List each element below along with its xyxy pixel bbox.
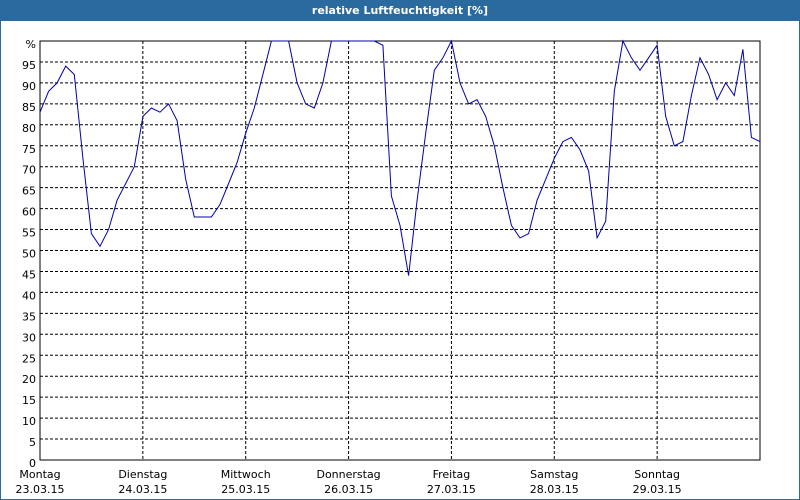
y-tick-label: 30 — [22, 331, 36, 344]
x-tick-label: Dienstag — [118, 468, 167, 481]
x-tick-label: Donnerstag — [316, 468, 380, 481]
y-tick-label: 0 — [29, 457, 36, 470]
y-tick-label: 10 — [22, 415, 36, 428]
x-tick-date: 27.03.15 — [427, 483, 476, 496]
x-tick-date: 24.03.15 — [118, 483, 167, 496]
y-tick-label: % — [26, 38, 36, 51]
y-tick-label: 95 — [22, 59, 36, 72]
x-tick-date: 26.03.15 — [324, 483, 373, 496]
y-tick-label: 35 — [22, 310, 36, 323]
chart-title: relative Luftfeuchtigkeit [%] — [312, 4, 488, 17]
y-tick-label: 20 — [22, 373, 36, 386]
y-tick-label: 90 — [22, 80, 36, 93]
plot-border — [39, 40, 761, 461]
y-tick-label: 45 — [22, 268, 36, 281]
y-tick-label: 70 — [22, 164, 36, 177]
y-tick-label: 60 — [22, 206, 36, 219]
title-bar — [0, 0, 800, 21]
y-tick-label: 55 — [22, 227, 36, 240]
x-tick-date: 23.03.15 — [16, 483, 65, 496]
x-tick-date: 28.03.15 — [530, 483, 579, 496]
y-tick-label: 65 — [22, 185, 36, 198]
x-tick-label: Montag — [19, 468, 60, 481]
y-tick-label: 40 — [22, 289, 36, 302]
y-tick-label: 75 — [22, 143, 36, 156]
x-tick-label: Mittwoch — [221, 468, 271, 481]
y-tick-label: 15 — [22, 394, 36, 407]
x-tick-label: Sonntag — [634, 468, 680, 481]
x-tick-date: 29.03.15 — [633, 483, 682, 496]
x-tick-label: Freitag — [433, 468, 471, 481]
x-tick-label: Samstag — [530, 468, 578, 481]
y-tick-label: 85 — [22, 101, 36, 114]
y-tick-label: 5 — [29, 436, 36, 449]
y-tick-label: 50 — [22, 248, 36, 261]
data-line — [39, 39, 761, 276]
y-tick-label: 25 — [22, 352, 36, 365]
y-tick-label: 80 — [22, 122, 36, 135]
x-tick-date: 25.03.15 — [221, 483, 270, 496]
